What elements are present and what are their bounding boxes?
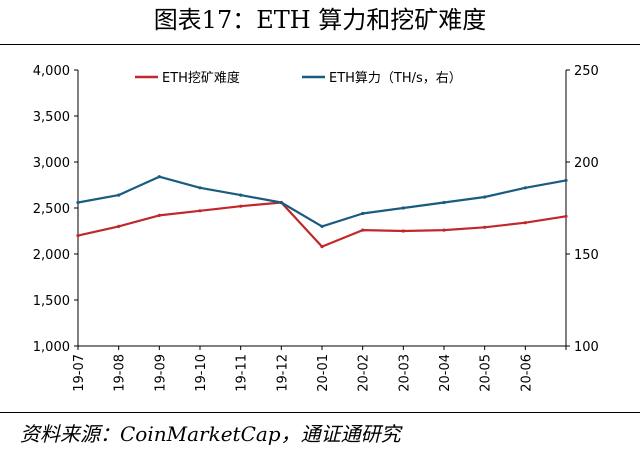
left-tick-label: 1,000 — [33, 340, 70, 355]
x-tick-label: 20-06 — [519, 354, 534, 392]
difficulty-point — [117, 224, 121, 228]
legend-label-difficulty: ETH挖矿难度 — [162, 70, 240, 86]
axes: 1,000 1,500 2,000 2,500 3,000 3,500 4,000 100 15… — [33, 64, 599, 392]
x-tick-label: 20-02 — [357, 354, 372, 392]
source-note: 资料来源：CoinMarketCap，通证通研究 — [20, 422, 401, 446]
x-tick-label: 19-08 — [113, 354, 128, 392]
hashrate-point — [564, 178, 568, 182]
difficulty-point — [157, 213, 161, 217]
hashrate-point — [198, 186, 202, 190]
difficulty-point — [76, 234, 80, 238]
legend-label-hashrate: ETH算力（TH/s，右） — [329, 71, 462, 86]
hashrate-point — [523, 186, 527, 190]
legend: ETH挖矿难度 ETH算力（TH/s，右） — [135, 70, 462, 86]
difficulty-point — [239, 204, 243, 208]
title-divider — [0, 44, 640, 45]
hashrate-point — [442, 200, 446, 205]
hashrate-point — [239, 193, 243, 197]
difficulty-point — [483, 225, 487, 229]
difficulty-line — [77, 201, 567, 248]
left-tick-label: 4,000 — [33, 64, 70, 79]
hashrate-point — [279, 200, 283, 205]
x-tick-label: 19-11 — [235, 354, 250, 392]
difficulty-point — [198, 209, 202, 213]
x-tick-label: 20-04 — [438, 354, 453, 392]
hashrate-point — [483, 195, 487, 199]
x-tick-label: 20-01 — [316, 354, 331, 392]
left-tick-label: 1,500 — [33, 294, 70, 309]
difficulty-point — [320, 245, 324, 249]
difficulty-point — [564, 214, 568, 218]
right-tick-label: 200 — [574, 156, 599, 171]
hashrate-point — [401, 206, 405, 210]
difficulty-point — [401, 229, 405, 233]
left-tick-label: 2,000 — [33, 248, 70, 263]
x-tick-label: 20-03 — [397, 354, 412, 392]
hashrate-point — [76, 200, 80, 205]
left-tick-label: 3,500 — [33, 110, 70, 125]
right-tick-label: 100 — [574, 340, 599, 355]
right-tick-label: 150 — [574, 248, 599, 263]
right-tick-label: 250 — [574, 64, 599, 79]
chart-title: 图表17：ETH 算力和挖矿难度 — [153, 6, 487, 34]
left-tick-label: 3,000 — [33, 156, 70, 171]
series-layer — [76, 175, 568, 249]
hashrate-point — [117, 193, 121, 197]
hashrate-point — [320, 224, 324, 228]
source-divider — [0, 412, 640, 413]
left-tick-label: 2,500 — [33, 202, 70, 217]
difficulty-point — [442, 228, 446, 232]
x-tick-label: 19-12 — [275, 354, 290, 392]
x-tick-label: 19-07 — [72, 354, 87, 392]
hashrate-line — [77, 175, 567, 228]
x-tick-label: 19-10 — [194, 354, 209, 392]
x-tick-label: 19-09 — [153, 354, 168, 392]
hashrate-point — [157, 175, 161, 179]
difficulty-point — [523, 221, 527, 225]
x-tick-label: 20-05 — [479, 354, 494, 392]
difficulty-point — [361, 228, 365, 232]
hashrate-point — [361, 211, 365, 216]
